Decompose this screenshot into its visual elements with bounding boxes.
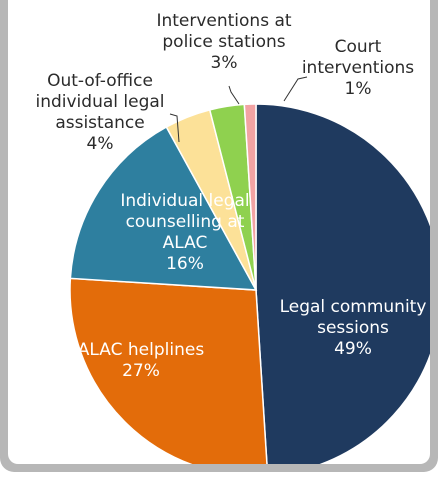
slice-label-individual-legal-counselling: Individual legal counselling at ALAC 16% — [120, 191, 249, 274]
slice-label-out-of-office-assistance: Out-of-office individual legal assistance 4… — [35, 71, 164, 154]
leader-line-court-interventions — [283, 76, 308, 102]
slice-label-police-station-interventions: Interventions at police stations 3% — [156, 11, 291, 73]
slice-label-court-interventions: Court interventions 1% — [302, 37, 414, 99]
pie-slice-alac-helplines — [69, 277, 268, 464]
leader-line-police-station-interventions — [228, 85, 240, 105]
chart-frame: Legal community sessions 49% ALAC helplines… — [0, 0, 438, 472]
chart-panel: Legal community sessions 49% ALAC helplines… — [8, 0, 430, 464]
pie-slice-court-interventions — [243, 103, 257, 291]
leader-line-out-of-office-assistance — [169, 113, 180, 143]
slice-label-legal-community-sessions: Legal community sessions 49% — [280, 297, 427, 359]
pie-chart: Legal community sessions 49% ALAC helplines… — [35, 11, 430, 464]
slice-label-alac-helplines: ALAC helplines 27% — [78, 340, 205, 381]
pie-slice-legal-community-sessions — [255, 103, 430, 464]
pie-slice-individual-legal-counselling — [69, 125, 258, 291]
